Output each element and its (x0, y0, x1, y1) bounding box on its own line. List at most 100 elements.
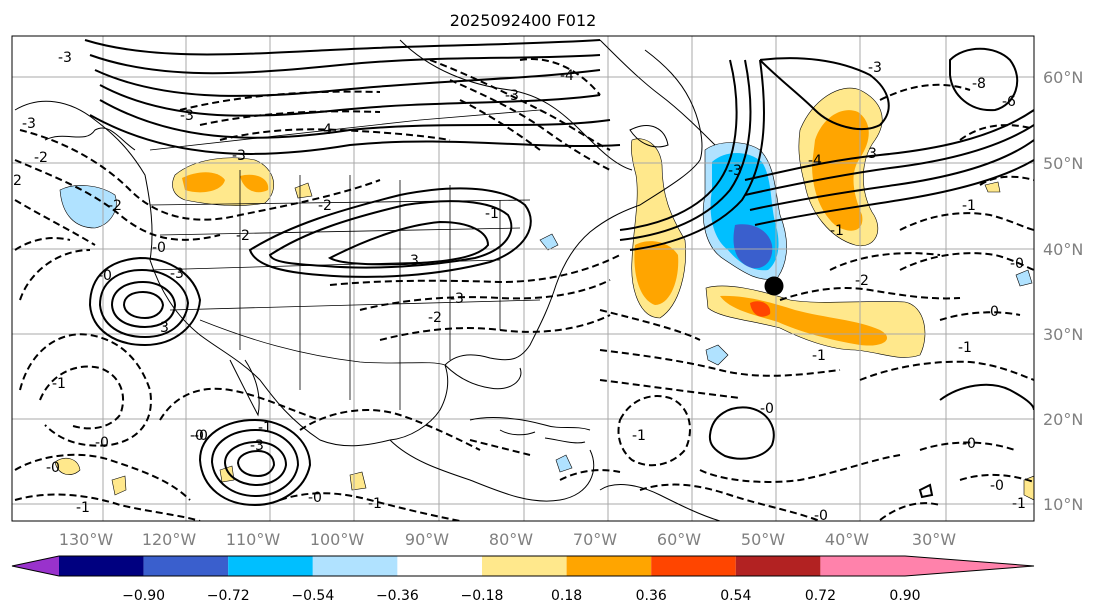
contour-labels: -3 -3 -2 -2 -2 -3 -3 -4 -3 -4 -2 -0 -2 -… (8, 50, 1026, 521)
colorbar-tick-label: −0.36 (376, 588, 419, 604)
colorbar-bin (735, 556, 821, 576)
colorbar-bin (651, 556, 736, 576)
graticule (12, 36, 1034, 521)
colorbar: −0.90 −0.72 −0.54 −0.36 −0.18 0.18 0.36 … (11, 555, 1035, 604)
latitude-label: 20°N (1043, 410, 1083, 429)
map-frame (11, 35, 1035, 522)
latitude-label: 10°N (1043, 495, 1083, 514)
contour-label: -3 (180, 108, 194, 124)
colorbar-tick-label: 0.54 (720, 588, 751, 604)
longitude-label: 80°W (489, 530, 533, 549)
map-title: 2025092400 F012 (450, 11, 597, 30)
contour-label: -8 (972, 76, 986, 92)
latitude-label: 50°N (1043, 154, 1083, 173)
contour-label: -0 (1010, 256, 1024, 272)
shaded-anomaly-fields (54, 87, 1034, 501)
contour-label: -3 (868, 60, 882, 76)
contour-label: -1 (830, 223, 844, 239)
contour-label: -0 (990, 478, 1004, 494)
negative-anomaly-pacific-nw (59, 185, 117, 229)
colorbar-tick-label: 0.90 (889, 588, 920, 604)
contour-label: -4 (318, 122, 332, 138)
positive-contours (84, 39, 1034, 507)
negative-anomaly-small-1 (705, 344, 729, 366)
colorbar-bin (312, 556, 398, 576)
contour-label: -1 (258, 420, 272, 436)
contour-label: -1 (485, 206, 499, 222)
longitude-label: 90°W (405, 530, 449, 549)
contour-label: -0 (760, 401, 774, 417)
longitude-label: 50°W (741, 530, 785, 549)
colorbar-bin (59, 556, 144, 576)
longitude-label: 60°W (657, 530, 701, 549)
contour-label: -0 (95, 435, 109, 451)
contour-label: -1 (632, 428, 646, 444)
contour-label: -0 (190, 428, 204, 444)
longitude-label: 100°W (310, 530, 365, 549)
colorbar-tick-label: −0.72 (207, 588, 250, 604)
contour-label: -1 (76, 500, 90, 516)
contour-label: 3 (410, 253, 419, 269)
colorbar-tick-label: 0.72 (805, 588, 836, 604)
contour-label: -3 (170, 266, 184, 282)
longitude-axis: 130°W 120°W 110°W 100°W 90°W 80°W 70°W 6… (59, 530, 956, 549)
storm-center-marker (764, 276, 784, 296)
colorbar-tick-label: 0.18 (551, 588, 582, 604)
contour-label: -4 (808, 153, 822, 169)
contour-label: -1 (52, 376, 66, 392)
contour-label: -2 (8, 173, 22, 189)
colorbar-bin (566, 556, 652, 576)
contour-label: -1 (958, 340, 972, 356)
contour-label: -0 (194, 428, 208, 444)
colorbar-tick-label: 0.36 (636, 588, 667, 604)
longitude-label: 30°W (912, 530, 956, 549)
longitude-label: 120°W (142, 530, 197, 549)
contour-label: 3 (868, 146, 877, 162)
latitude-label: 40°N (1043, 240, 1083, 259)
contour-label: -0 (98, 268, 112, 284)
colorbar-bin (143, 556, 229, 576)
contour-label: -1 (812, 348, 826, 364)
contour-label: -6 (1002, 94, 1016, 110)
longitude-label: 110°W (226, 530, 281, 549)
contour-label: -1 (368, 496, 382, 512)
positive-anomaly-southern-band (705, 285, 926, 358)
contour-label: 3 (160, 320, 169, 336)
negative-anomaly-nw-atlantic (702, 142, 787, 280)
longitude-label: 130°W (59, 530, 114, 549)
contour-label: -3 (232, 148, 246, 164)
contour-label: -2 (855, 273, 869, 289)
contour-label: -3 (58, 50, 72, 66)
contour-label: -3 (450, 291, 464, 307)
negative-anomaly-small-4 (555, 454, 573, 473)
longitude-label: 40°W (825, 530, 869, 549)
latitude-label: 60°N (1043, 68, 1083, 87)
contour-label: -1 (1012, 496, 1026, 512)
latitude-label: 30°N (1043, 325, 1083, 344)
contour-label: -2 (34, 150, 48, 166)
positive-anomaly-western-atlantic (630, 138, 686, 319)
colorbar-over-triangle (905, 556, 1034, 576)
colorbar-bin (397, 556, 482, 576)
contour-label: -3 (505, 88, 519, 104)
colorbar-bin (228, 556, 313, 576)
negative-anomaly-small-2 (539, 233, 559, 251)
contour-label: -0 (46, 460, 60, 476)
contour-label: -3 (728, 163, 742, 179)
contour-label: -0 (152, 240, 166, 256)
colorbar-under-triangle (12, 556, 59, 576)
contour-label: -2 (236, 228, 250, 244)
contour-label: -0 (985, 304, 999, 320)
positive-anomaly-small-5 (294, 182, 313, 199)
contour-label: -2 (318, 198, 332, 214)
contour-label: -0 (962, 436, 976, 452)
colorbar-tick-label: −0.90 (122, 588, 165, 604)
contour-label: -1 (962, 198, 976, 214)
negative-anomaly-small-3 (1015, 269, 1033, 287)
colorbar-tick-label: −0.18 (461, 588, 504, 604)
latitude-axis: 60°N 50°N 40°N 30°N 20°N 10°N (1043, 68, 1083, 514)
colorbar-bin (482, 556, 567, 576)
colorbar-bin (820, 556, 905, 576)
positive-anomaly-small-2 (111, 475, 127, 496)
positive-anomaly-small-1 (54, 457, 81, 475)
